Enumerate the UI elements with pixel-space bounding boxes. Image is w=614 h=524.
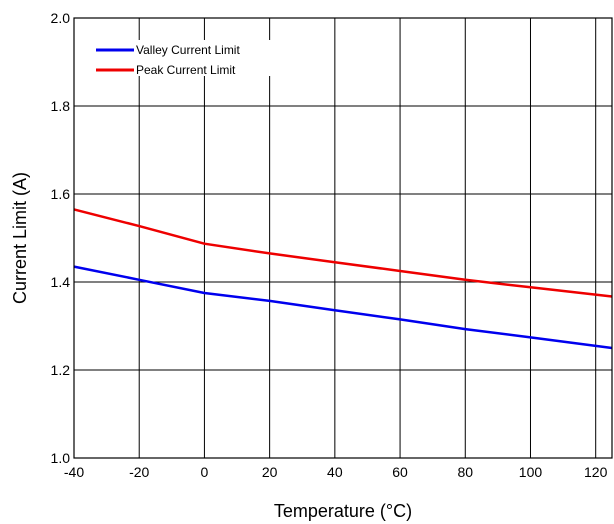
y-axis-title: Current Limit (A) bbox=[10, 172, 30, 304]
y-tick-label: 2.0 bbox=[51, 10, 71, 26]
legend: Valley Current Limit Peak Current Limit bbox=[92, 40, 272, 77]
x-tick-label: 40 bbox=[327, 464, 343, 480]
plot-frame bbox=[73, 17, 613, 459]
y-tick-label: 1.2 bbox=[51, 362, 71, 378]
y-tick-labels: 1.0 1.2 1.4 1.6 1.8 2.0 bbox=[51, 10, 71, 466]
y-tick-label: 1.6 bbox=[51, 186, 71, 202]
x-tick-label: -40 bbox=[64, 464, 84, 480]
grid bbox=[73, 17, 612, 459]
legend-label-valley: Valley Current Limit bbox=[136, 43, 240, 57]
x-tick-label: 60 bbox=[392, 464, 408, 480]
x-tick-label: -20 bbox=[129, 464, 149, 480]
x-tick-label: 80 bbox=[457, 464, 473, 480]
y-tick-label: 1.4 bbox=[51, 274, 71, 290]
y-tick-label: 1.0 bbox=[51, 450, 71, 466]
series-line-1 bbox=[73, 208, 613, 298]
x-tick-label: 120 bbox=[584, 464, 608, 480]
x-tick-labels: -40 -20 0 20 40 60 80 100 120 bbox=[64, 464, 608, 480]
series-lines bbox=[73, 208, 613, 350]
series-line-0 bbox=[73, 265, 613, 350]
x-tick-label: 100 bbox=[519, 464, 543, 480]
x-tick-label: 20 bbox=[262, 464, 278, 480]
y-tick-label: 1.8 bbox=[51, 98, 71, 114]
x-tick-label: 0 bbox=[201, 464, 209, 480]
legend-label-peak: Peak Current Limit bbox=[136, 63, 236, 77]
x-axis-title: Temperature (°C) bbox=[274, 501, 412, 521]
